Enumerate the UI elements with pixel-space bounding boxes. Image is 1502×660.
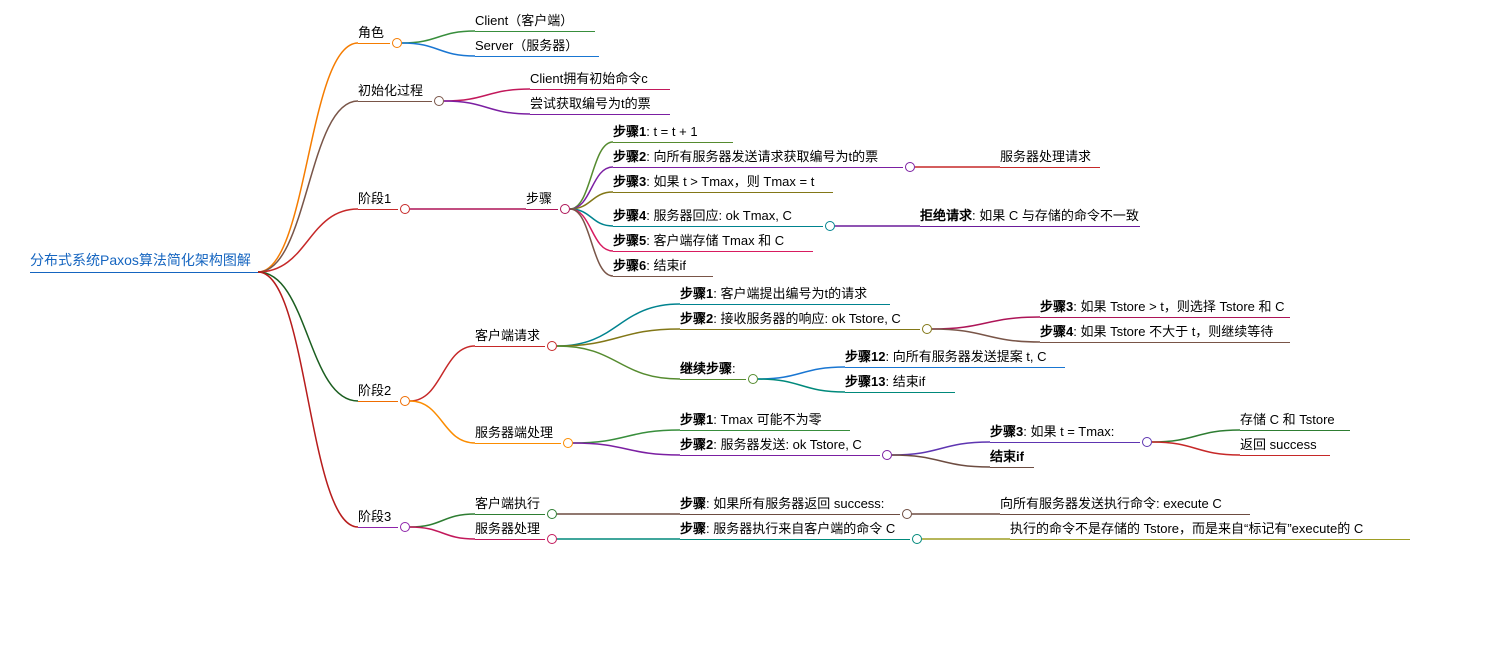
connector-p2c_s2 [922,324,932,334]
node-p2c_s2b: 步骤4: 如果 Tstore 不大于 t，则继续等待 [1040,321,1290,343]
node-p3: 阶段3 [358,506,398,528]
connector-p3 [400,522,410,532]
node-p1s5: 步骤5: 客户端存储 Tmax 和 C [613,230,813,252]
node-p3_cexec: 客户端执行 [475,493,545,515]
connector-p2_client [547,341,557,351]
node-p3s_sc: 执行的命令不是存储的 Tstore，而是来自“标记有”execute的 C [1010,518,1410,540]
node-p2s_s1: 步骤1: Tmax 可能不为零 [680,409,850,431]
node-p2_client: 客户端请求 [475,325,545,347]
node-p2: 阶段2 [358,380,398,402]
node-p1s6: 步骤6: 结束if [613,255,713,277]
node-p2s_s3b: 返回 success [1240,434,1330,456]
node-p1: 阶段1 [358,188,398,210]
node-p3c_sc: 向所有服务器发送执行命令: execute C [1000,493,1250,515]
node-p2c_c13: 步骤13: 结束if [845,371,955,393]
connector-p1_step [560,204,570,214]
connector-p2s_s2 [882,450,892,460]
node-p2s_s3a: 存储 C 和 Tstore [1240,409,1350,431]
node-p2c_s2a: 步骤3: 如果 Tstore > t，则选择 Tstore 和 C [1040,296,1290,318]
connector-p3_cexec [547,509,557,519]
connector-p1s4 [825,221,835,231]
node-role: 角色 [358,22,390,44]
node-init: 初始化过程 [358,80,432,102]
node-role_s: Server（服务器） [475,35,599,57]
node-p2c_c12: 步骤12: 向所有服务器发送提案 t, C [845,346,1065,368]
connector-init [434,96,444,106]
node-p3_sproc: 服务器处理 [475,518,545,540]
connector-p2s_s3 [1142,437,1152,447]
connector-p3s_s [912,534,922,544]
node-p1s4_c: 拒绝请求: 如果 C 与存储的命令不一致 [920,205,1140,227]
connector-p1 [400,204,410,214]
node-p1s3: 步骤3: 如果 t > Tmax，则 Tmax = t [613,171,833,193]
node-root: 分布式系统Paxos算法简化架构图解 [30,250,258,273]
node-p2c_s1: 步骤1: 客户端提出编号为t的请求 [680,283,890,305]
node-p2c_cont: 继续步骤: [680,358,746,380]
node-p1_step: 步骤 [526,188,558,210]
node-p3c_s: 步骤: 如果所有服务器返回 success: [680,493,900,515]
node-role_c: Client（客户端） [475,10,595,32]
connector-p2c_cont [748,374,758,384]
connector-p1s2 [905,162,915,172]
connector-p2 [400,396,410,406]
node-p2c_s2: 步骤2: 接收服务器的响应: ok Tstore, C [680,308,920,330]
connector-p2_server [563,438,573,448]
node-p1s2_c: 服务器处理请求 [1000,146,1100,168]
connector-p3_sproc [547,534,557,544]
node-init_a: Client拥有初始命令c [530,68,670,90]
node-p1s1: 步骤1: t = t + 1 [613,121,733,143]
node-init_b: 尝试获取编号为t的票 [530,93,670,115]
node-p2_server: 服务器端处理 [475,422,561,444]
node-p1s4: 步骤4: 服务器回应: ok Tmax, C [613,205,823,227]
connector-role [392,38,402,48]
node-p2s_s3: 步骤3: 如果 t = Tmax: [990,421,1140,443]
node-p2s_s2: 步骤2: 服务器发送: ok Tstore, C [680,434,880,456]
node-p2s_end: 结束if [990,446,1034,468]
node-p3s_s: 步骤: 服务器执行来自客户端的命令 C [680,518,910,540]
node-p1s2: 步骤2: 向所有服务器发送请求获取编号为t的票 [613,146,903,168]
